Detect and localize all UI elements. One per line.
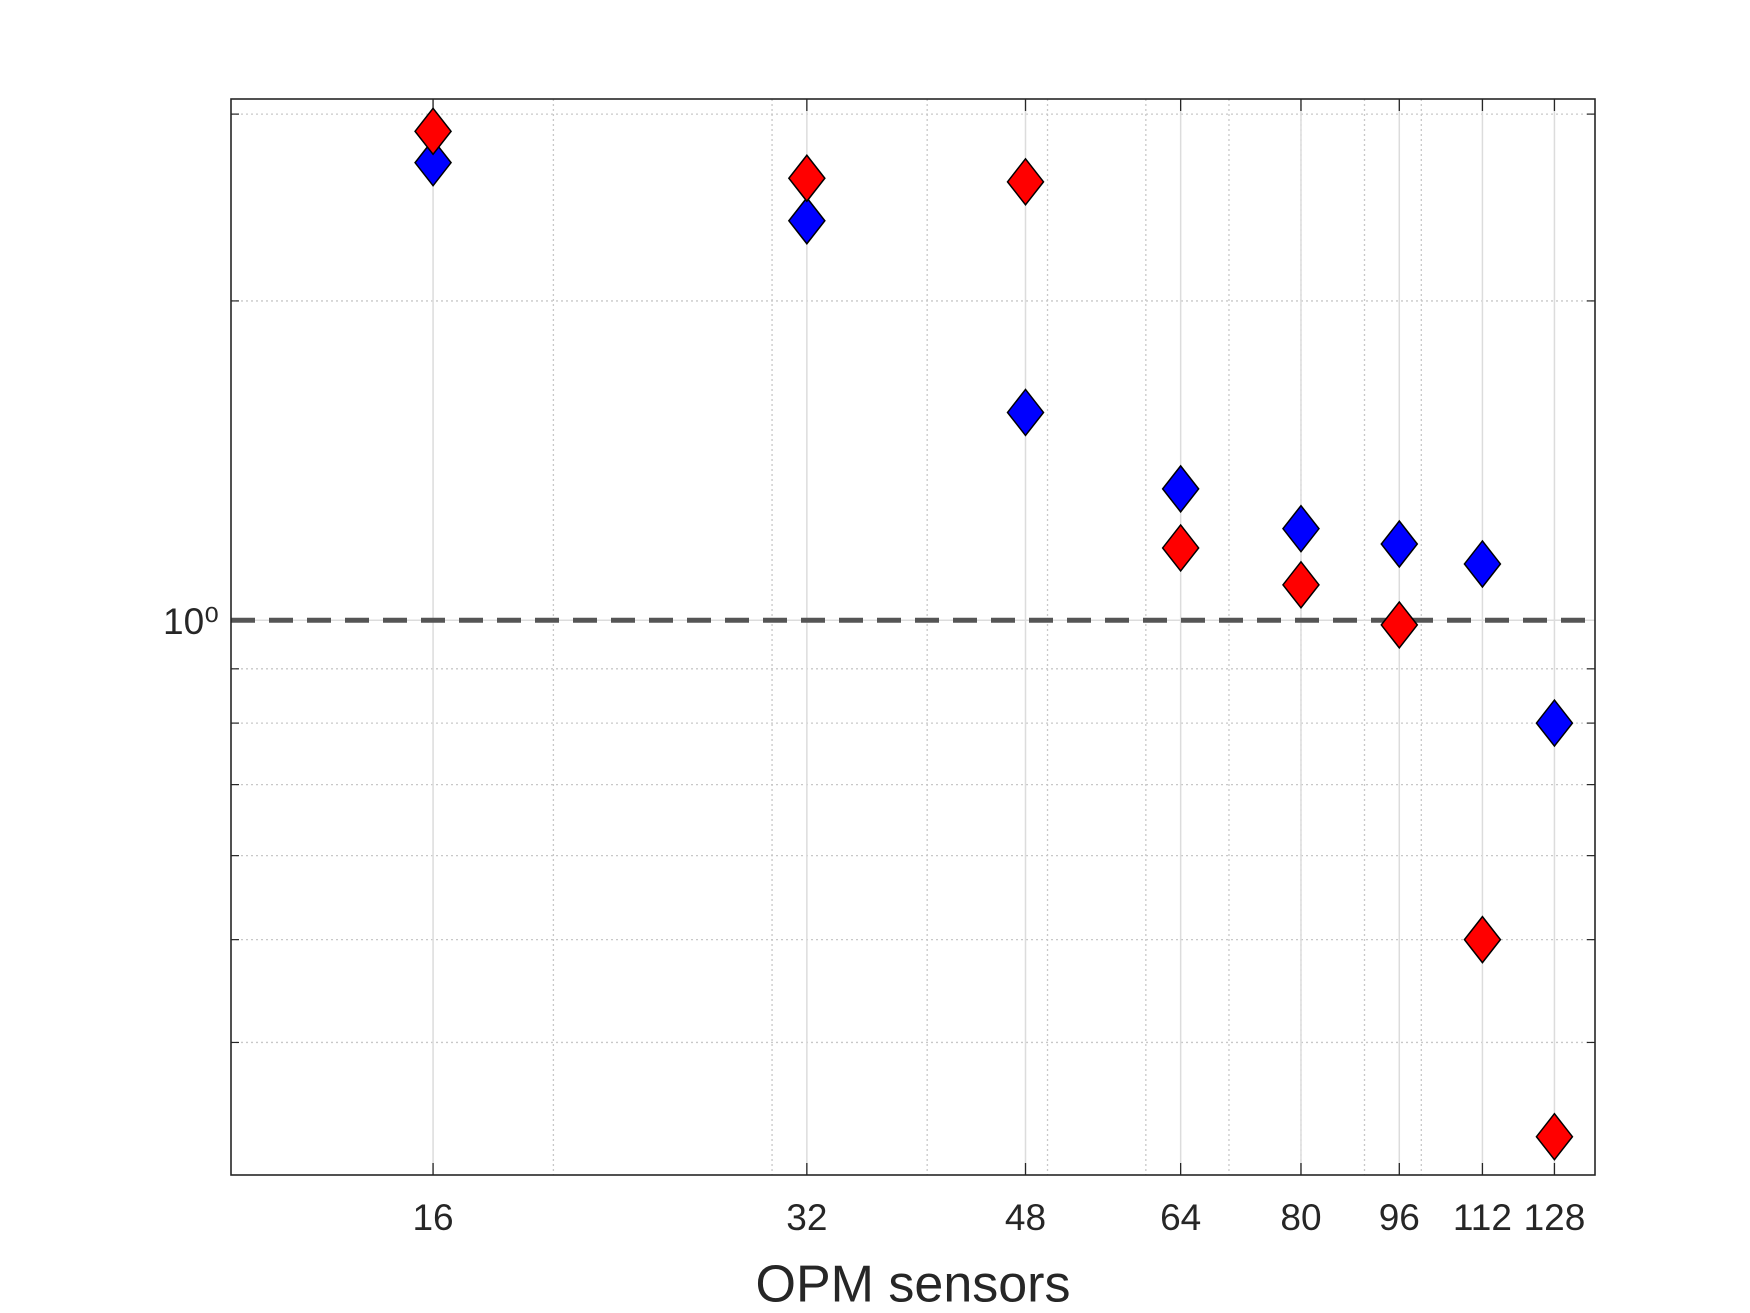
x-tick-label: 32 <box>786 1197 827 1238</box>
x-tick-label: 48 <box>1005 1197 1046 1238</box>
diamond-marker <box>1463 539 1502 589</box>
diamond-marker <box>1006 388 1045 437</box>
x-tick-label: 128 <box>1524 1197 1586 1238</box>
diamond-marker <box>1161 464 1200 514</box>
diamond-marker <box>414 138 453 187</box>
diamond-marker <box>1380 519 1419 569</box>
diamond-marker <box>1535 698 1574 748</box>
diamond-marker <box>1282 504 1320 553</box>
diamond-marker <box>1161 523 1200 573</box>
diamond-marker <box>1380 600 1419 650</box>
diamond-marker <box>1006 157 1045 207</box>
x-tick-label: 64 <box>1160 1197 1201 1238</box>
diamond-marker <box>1282 560 1320 610</box>
x-tick-label: 16 <box>412 1197 453 1238</box>
x-tick-label: 80 <box>1280 1197 1321 1238</box>
diamond-marker <box>787 196 826 245</box>
x-tick-label: 96 <box>1379 1197 1420 1238</box>
diamond-marker <box>787 154 826 203</box>
y-tick-label: 10⁰ <box>163 601 219 642</box>
diamond-marker <box>414 107 453 156</box>
diamond-marker <box>1535 1112 1574 1161</box>
x-tick-label: 112 <box>1453 1197 1512 1238</box>
diamond-marker <box>1463 915 1502 964</box>
axes-box <box>230 98 1596 1176</box>
x-axis-label: OPM sensors <box>756 1256 1071 1313</box>
